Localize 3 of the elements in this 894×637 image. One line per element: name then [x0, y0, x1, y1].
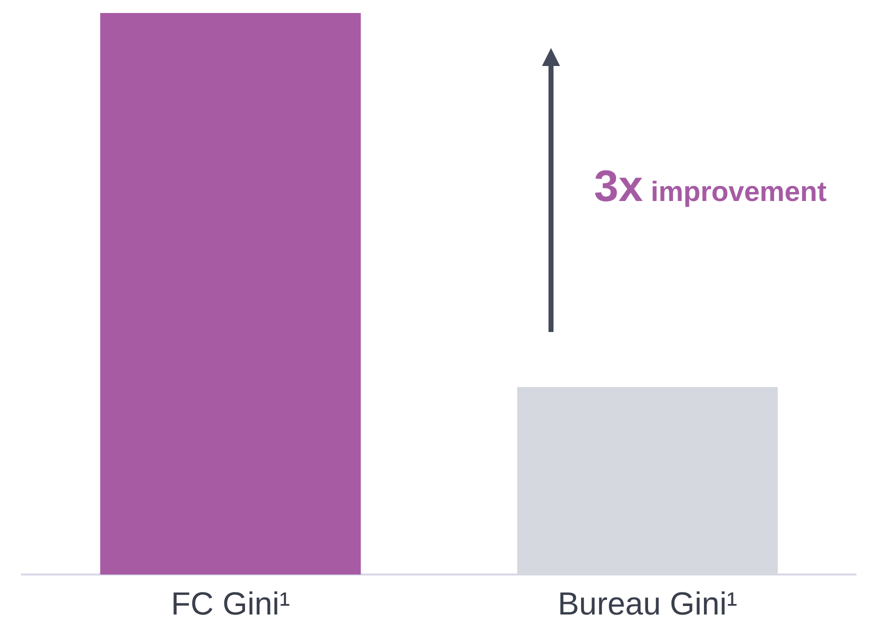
x-tick-label: FC Gini¹	[170, 586, 290, 622]
annotation: 3x improvement	[594, 162, 827, 211]
x-tick-label: Bureau Gini¹	[558, 586, 738, 622]
